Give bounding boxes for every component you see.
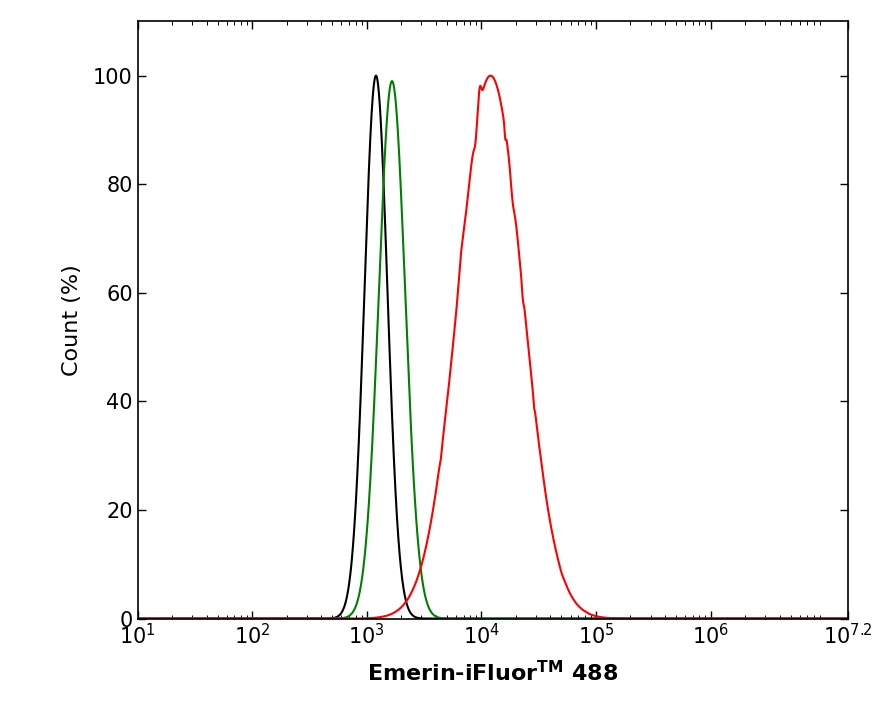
Y-axis label: Count (%): Count (%) [62, 264, 82, 376]
X-axis label: Emerin-iFluor$^{\mathregular{TM}}$ 488: Emerin-iFluor$^{\mathregular{TM}}$ 488 [367, 660, 619, 685]
